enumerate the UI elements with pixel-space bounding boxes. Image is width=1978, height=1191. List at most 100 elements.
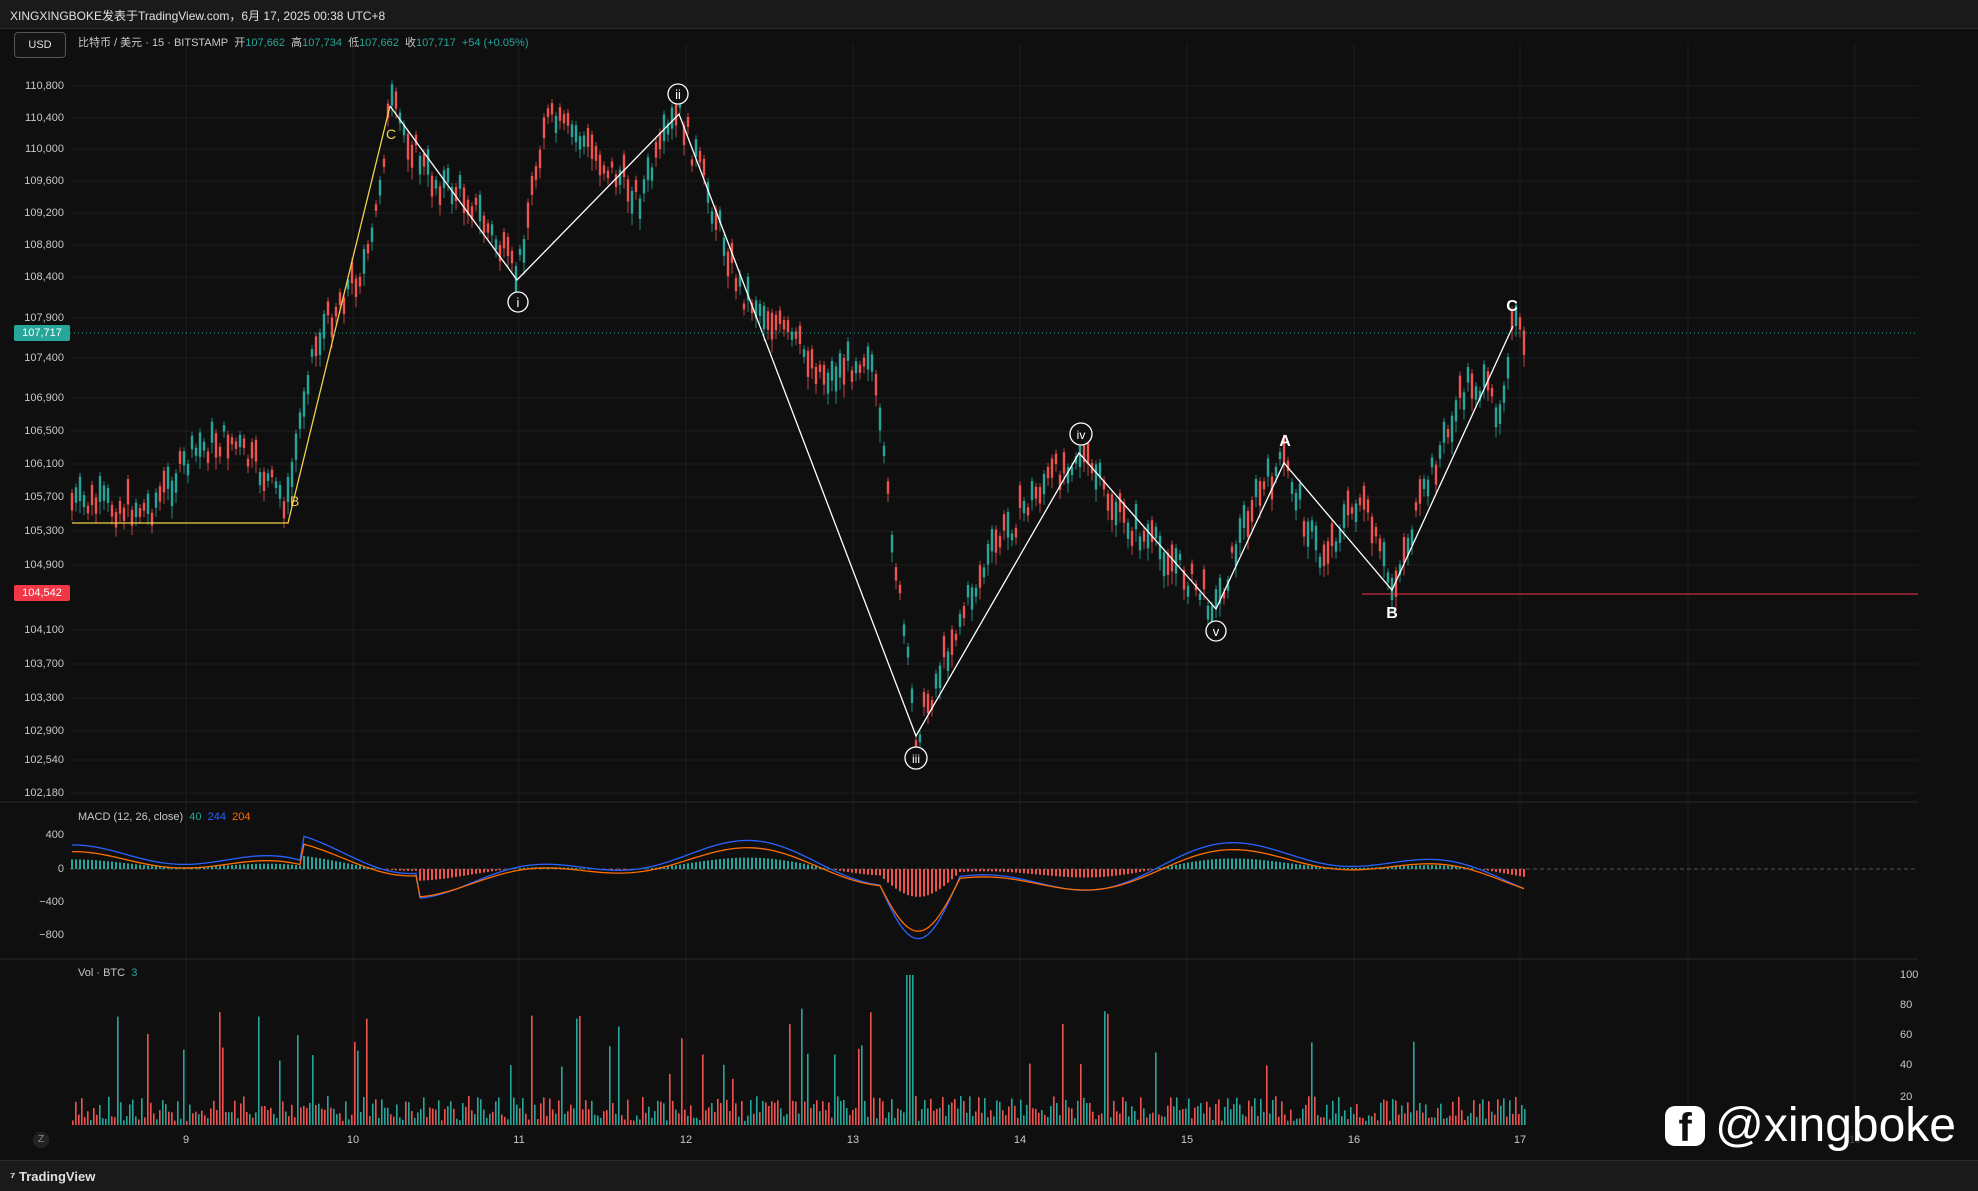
candle-body [1447,429,1449,437]
volume-bar [468,1096,470,1125]
candle-body [1319,557,1321,568]
volume-bar [1416,1111,1418,1125]
volume-bar [741,1101,743,1125]
volume-bar [474,1114,476,1125]
candle-body [799,326,801,344]
macd-histogram-bar [443,869,445,879]
candle-body [1019,485,1021,508]
macd-signal-value: 204 [232,811,250,823]
volume-bar [744,1121,746,1125]
macd-histogram-bar [391,869,393,870]
volume-bar [1056,1103,1058,1125]
volume-bar [300,1107,302,1125]
candle-body [727,252,729,277]
volume-bar [255,1112,257,1125]
candle-body [611,162,613,168]
volume-bar [1293,1121,1295,1125]
macd-histogram-bar [255,864,257,869]
volume-bar [624,1120,626,1125]
candle-body [231,437,233,444]
volume-bar [702,1055,704,1125]
volume-bar [1239,1105,1241,1125]
volume-bar [357,1051,359,1125]
volume-bar [363,1097,365,1125]
volume-bar [195,1112,197,1125]
volume-bar [318,1104,320,1125]
candle-body [1463,392,1465,409]
candle-body [75,487,77,502]
candle-body [1247,511,1249,537]
volume-bar [1191,1118,1193,1125]
tradingview-logo[interactable]: ⁷ TradingView [10,1169,95,1184]
candle-body [1343,504,1345,527]
volume-bar [330,1108,332,1125]
macd-histogram-bar [1303,865,1305,869]
volume-bar [450,1101,452,1125]
volume-bar [1404,1113,1406,1125]
volume-bar [996,1100,998,1125]
macd-pane [71,836,1525,938]
macd-histogram-bar [415,869,417,871]
macd-histogram-bar [1503,869,1505,873]
volume-bar [144,1117,146,1125]
volume-bar [786,1114,788,1125]
volume-bar [783,1116,785,1125]
volume-bar [399,1117,401,1125]
macd-histogram-bar [303,856,305,869]
candle-body [411,145,413,168]
candle-body [711,211,713,223]
macd-histogram-bar [951,869,953,879]
macd-histogram-bar [947,869,949,883]
zoom-reset-button[interactable]: Z [33,1132,49,1148]
candle-body [651,167,653,180]
volume-bar [141,1098,143,1125]
volume-title[interactable]: Vol · BTC [78,967,125,979]
macd-histogram-bar [451,869,453,878]
volume-bar [444,1109,446,1125]
price-axis-label: 107,400 [0,352,64,364]
macd-histogram-bar [463,869,465,876]
volume-bar [810,1108,812,1125]
svg-text:i: i [517,295,520,310]
volume-bar [123,1120,125,1125]
macd-histogram-bar [1099,869,1101,877]
volume-bar [813,1104,815,1125]
volume-bar [198,1114,200,1125]
price-axis-label: 110,000 [0,143,64,155]
volume-axis-label: 80 [1900,999,1940,1011]
volume-bar [1029,1064,1031,1125]
macd-histogram-bar [307,856,309,869]
macd-histogram-bar [999,869,1001,872]
macd-axis-label: −400 [0,896,64,908]
candle-body [875,374,877,395]
macd-title[interactable]: MACD (12, 26, close) [78,811,183,823]
macd-histogram-bar [739,858,741,869]
macd-histogram-bar [927,869,929,895]
volume-bar [978,1097,980,1125]
volume-bar [675,1110,677,1125]
candle-body [435,180,437,189]
wave-label-b: B [1386,605,1398,622]
macd-histogram-bar [995,869,997,872]
volume-bar [660,1102,662,1125]
volume-bar [420,1109,422,1125]
volume-bar [1131,1106,1133,1125]
macd-histogram-bar [331,860,333,869]
candle-body [971,587,973,609]
volume-bar [1281,1101,1283,1125]
volume-bar [288,1116,290,1125]
volume-bar [1356,1104,1358,1125]
macd-histogram-bar [147,865,149,869]
candle-body [1191,563,1193,574]
candle-body [791,332,793,340]
candle-body [927,694,929,713]
candle-body [811,349,813,368]
macd-histogram-bar [1095,869,1097,877]
volume-bar [1095,1119,1097,1125]
candle-body [1011,533,1013,540]
candle-body [1347,491,1349,516]
volume-bar [1476,1117,1478,1125]
macd-histogram-bar [1051,869,1053,876]
candle-body [591,135,593,159]
